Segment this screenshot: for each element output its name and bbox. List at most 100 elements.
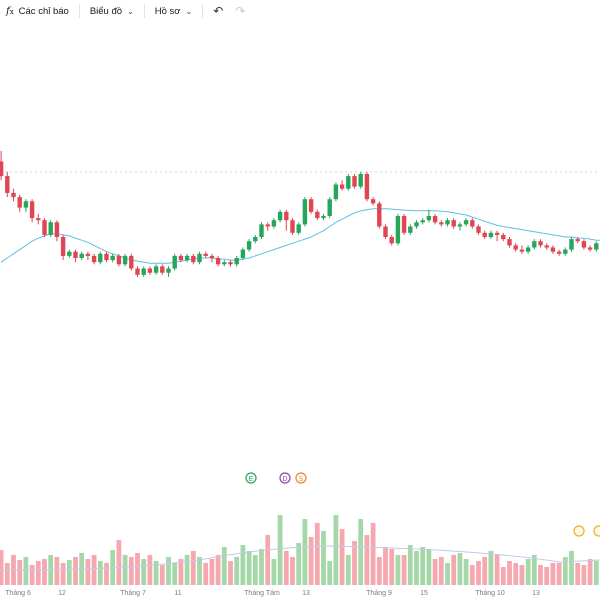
volume-bar [476,561,481,585]
candle-body [370,199,376,204]
candle-body [234,258,239,265]
candle-body [122,255,128,265]
candle-body [408,226,413,233]
price-chart[interactable]: E D S Tháng 6 12 Tháng 7 11 Tháng Tám 13 Tháng 9 1… [0,22,600,600]
candle-body [91,255,97,263]
candle-body [463,220,469,225]
volume-bar [401,555,407,585]
candle-body [246,241,252,250]
candle-body [308,199,314,212]
undo-icon[interactable]: ↶ [213,4,224,18]
candle-body [98,253,103,263]
indicators-label: Các chỉ báo [18,5,69,17]
chart-menu-button[interactable]: Biểu đồ ⌄ [84,0,140,22]
candle-body [550,247,556,252]
volume-ma-line [0,545,600,571]
candle-body [104,253,109,261]
candle-body [327,199,332,216]
indicators-button[interactable]: fx Các chỉ báo [0,0,75,22]
volume-bar [277,515,283,585]
x-axis-tick-label: 13 [532,590,540,597]
volume-bar [494,555,500,585]
candle-body [277,211,283,221]
volume-bar [265,535,271,585]
event-marker [245,472,257,484]
volume-bar [345,555,351,585]
volume-bar [327,561,333,585]
candle-body [228,262,233,265]
volume-bar [457,553,463,585]
candle-body [556,251,562,254]
x-axis-tick-label: 11 [174,590,181,597]
volume-bar [339,529,345,585]
volume-bar [593,561,599,585]
volume-bar [166,557,171,585]
volume-bar [178,559,184,585]
candle-body [587,247,593,250]
x-axis-tick-label: Tháng 6 [5,590,31,597]
candle-body [296,224,301,233]
candle-body [160,266,165,273]
volume-bar [569,551,574,585]
candle-body [383,226,388,237]
volume-bar [463,559,469,585]
volume-bar [407,545,413,585]
candle-body [538,241,543,246]
volume-bar [29,565,35,585]
volume-bar [73,557,78,585]
candle-body [67,251,72,256]
volume-bar [352,541,357,585]
candle-body [563,249,568,254]
volume-bar [420,547,426,585]
volume-bar [544,567,550,585]
volume-bar [35,561,41,585]
candle-body [420,220,425,223]
candle-body [488,232,494,237]
candle-body [439,222,444,225]
volume-bar [128,557,134,585]
candle-body [507,239,512,246]
volume-bar [234,557,240,585]
volume-bar [482,557,488,585]
chevron-down-icon: ⌄ [127,6,134,16]
x-axis-tick-label: 15 [420,590,428,597]
candle-body [147,268,153,273]
volume-bar [513,563,519,585]
chevron-down-icon: ⌄ [185,6,193,16]
candle-body [209,255,215,258]
candle-body [178,255,184,261]
candle-body [544,245,549,248]
candle-body [23,201,29,208]
candle-body [271,220,277,227]
candle-body [395,216,401,244]
event-marker [279,472,291,484]
candle-body [284,211,289,221]
volume-bar [538,565,543,585]
candle-body [197,253,202,263]
candle-body [116,255,122,265]
candle-body [476,226,481,233]
volume-bar [197,557,202,585]
profile-menu-button[interactable]: Hồ sơ ⌄ [149,0,198,22]
volume-bar [17,560,23,585]
candle-body [569,239,574,250]
volume-bar [172,563,178,585]
x-axis-tick-label: Tháng 9 [366,590,392,597]
volume-bar [240,545,246,585]
volume-bar [252,555,258,585]
volume-bar [4,563,10,585]
volume-bar [221,547,227,585]
volume-bar [271,559,277,585]
volume-bar [147,555,153,585]
volume-bar [296,543,302,585]
redo-icon[interactable]: ↷ [235,4,246,18]
volume-bar [60,563,66,585]
candle-body [302,199,308,225]
volume-bar [184,555,190,585]
candle-body [445,220,450,225]
x-axis-tick-label: Tháng Tám [244,590,280,597]
volume-bar [290,557,295,585]
volume-bar [104,563,109,585]
volume-bar [302,519,308,585]
volume-bar [54,557,60,585]
